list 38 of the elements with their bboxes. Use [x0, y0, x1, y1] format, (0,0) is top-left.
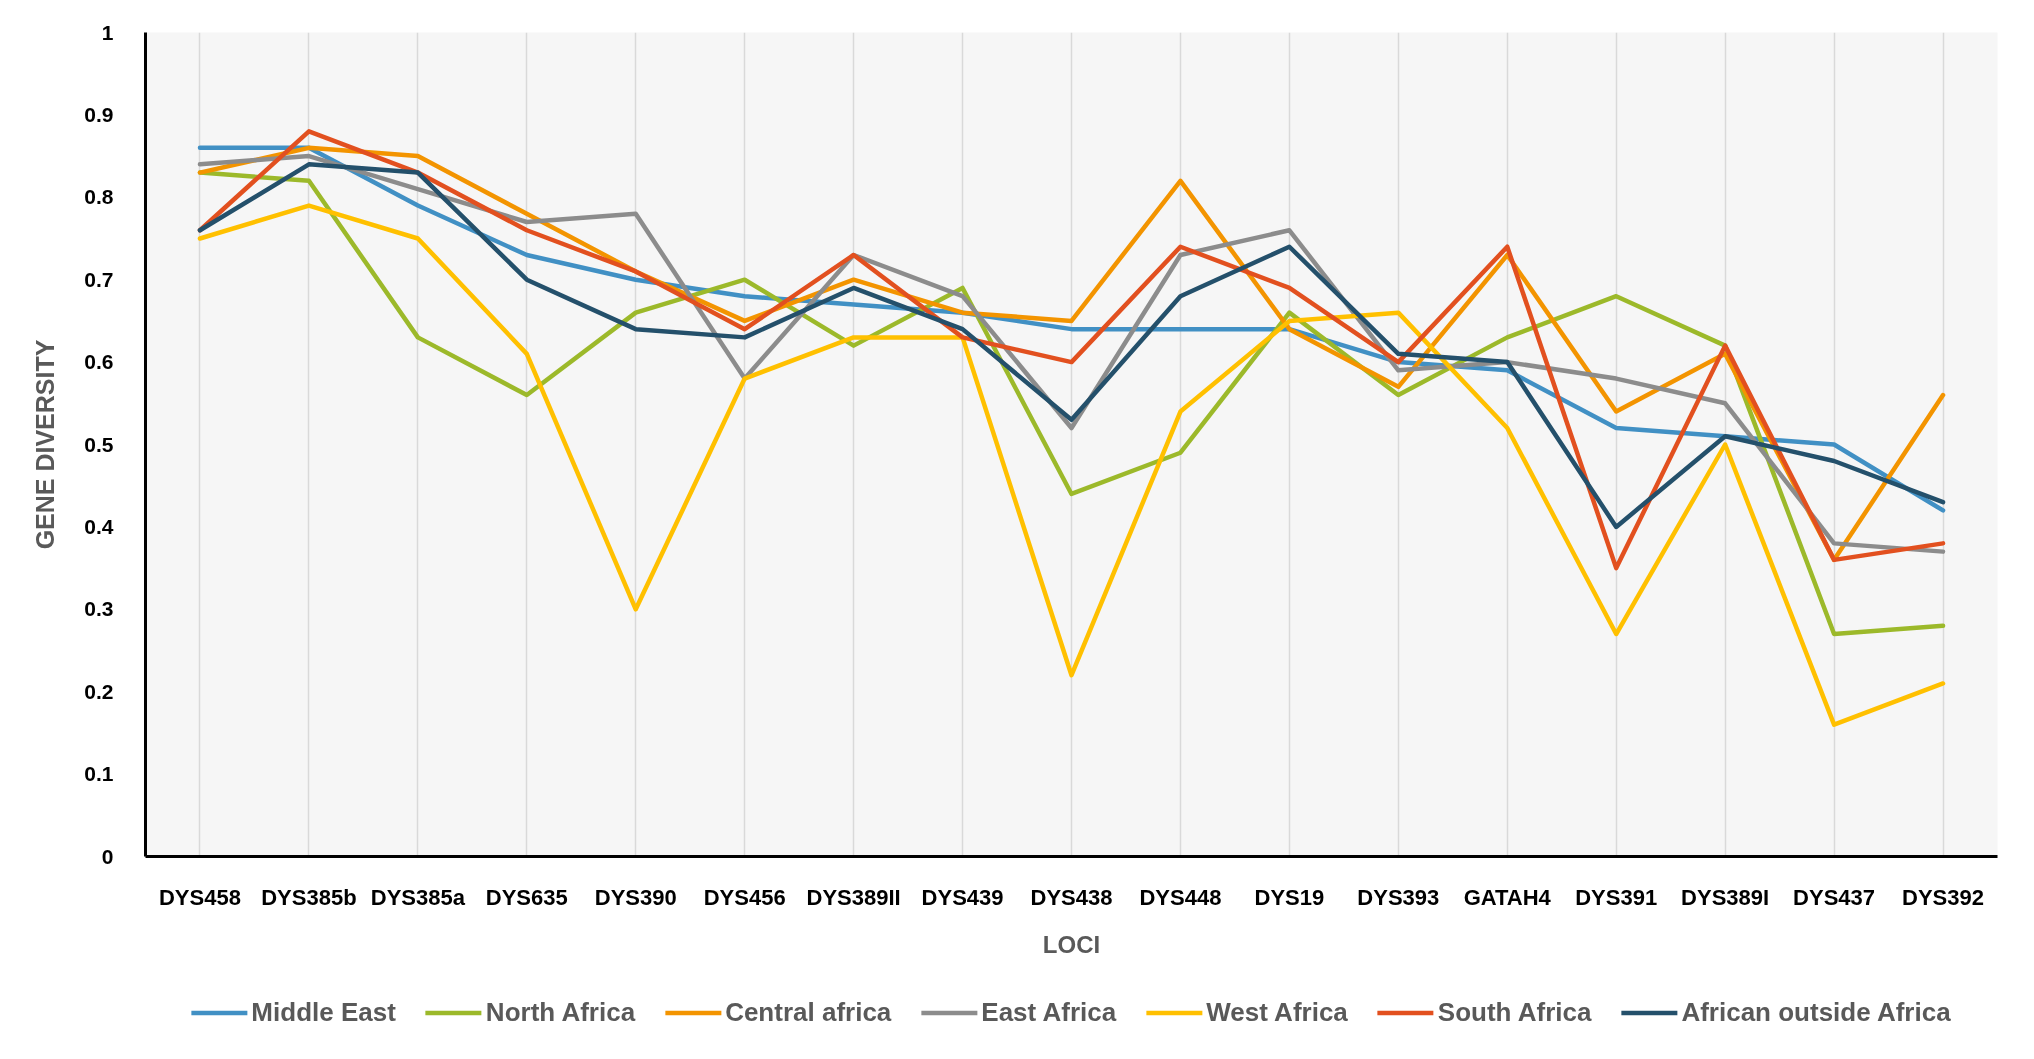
x-tick-label: DYS635: [485, 884, 568, 910]
x-tick-label: DYS448: [1139, 884, 1222, 910]
y-tick-label: 0.5: [84, 432, 114, 456]
y-axis-title: GENE DIVERSITY: [31, 339, 60, 550]
x-tick-label: DYS389II: [806, 884, 901, 910]
y-tick-label: 0.7: [84, 267, 114, 291]
x-tick-label: DYS393: [1357, 884, 1440, 910]
x-tick-label: DYS19: [1254, 884, 1325, 910]
legend-label: Middle East: [251, 996, 396, 1028]
y-tick-label: 0: [101, 844, 114, 868]
x-axis-title: LOCI: [1042, 930, 1101, 958]
x-tick-label: DYS390: [594, 884, 677, 910]
x-tick-label: DYS392: [1902, 884, 1985, 910]
x-tick-label: DYS385a: [370, 884, 466, 910]
legend-label: North Africa: [485, 996, 636, 1028]
x-tick-label: DYS456: [703, 884, 786, 910]
x-tick-label: DYS391: [1575, 884, 1658, 910]
y-tick-label: 0.2: [84, 679, 114, 703]
legend-label: Central africa: [725, 996, 892, 1028]
legend-label: South Africa: [1437, 996, 1592, 1028]
legend-label: East Africa: [981, 996, 1117, 1028]
x-tick-label: DYS438: [1030, 884, 1113, 910]
y-tick-label: 1: [101, 20, 114, 44]
x-tick-label: DYS458: [159, 884, 241, 910]
y-tick-label: 0.1: [84, 762, 114, 786]
legend-label: West Africa: [1206, 996, 1348, 1028]
x-tick-label: DYS385b: [261, 884, 357, 910]
legend-label: African outside Africa: [1681, 996, 1951, 1028]
x-tick-label: DYS439: [921, 884, 1004, 910]
y-tick-label: 0.9: [84, 102, 114, 126]
x-tick-label: DYS437: [1793, 884, 1876, 910]
y-tick-label: 0.3: [84, 597, 114, 621]
y-tick-label: 0.4: [84, 514, 114, 538]
x-tick-label: DYS389I: [1681, 884, 1770, 910]
line-series: [197, 203, 1946, 727]
x-tick-label: GATAH4: [1463, 884, 1552, 910]
y-tick-label: 0.8: [84, 185, 114, 209]
y-tick-label: 0.6: [84, 350, 114, 374]
